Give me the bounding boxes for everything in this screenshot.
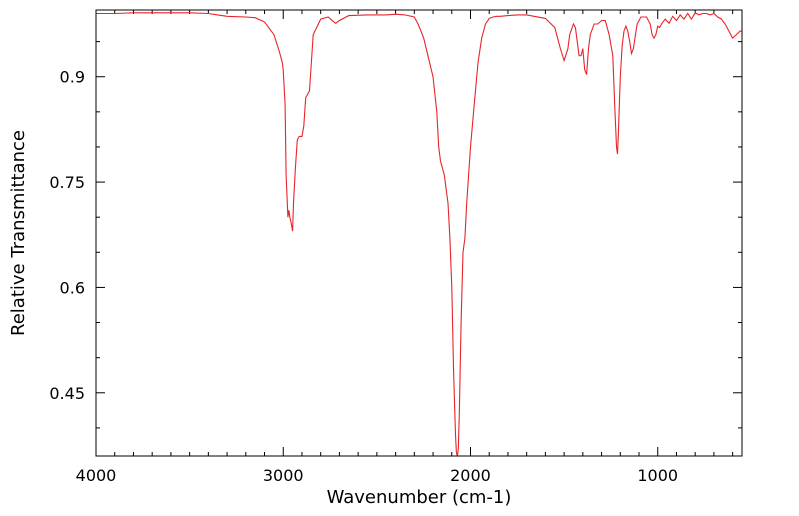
x-tick-labels: 4000 3000 2000 1000 [76, 466, 678, 485]
x-tick-label: 2000 [450, 466, 491, 485]
y-tick-label: 0.45 [49, 384, 85, 403]
spectrum-line [96, 12, 742, 457]
x-axis-label: Wavenumber (cm-1) [327, 487, 512, 508]
x-tick-label: 1000 [637, 466, 678, 485]
axis-ticks [95, 10, 742, 456]
plot-frame [95, 9, 743, 457]
y-tick-label: 0.75 [49, 173, 85, 192]
y-tick-labels: 0.9 0.75 0.6 0.45 [49, 68, 85, 403]
y-tick-label: 0.9 [60, 68, 85, 87]
x-tick-label: 3000 [263, 466, 304, 485]
y-axis-label: Relative Transmittance [8, 130, 29, 336]
y-tick-label: 0.6 [60, 278, 85, 297]
x-tick-label: 4000 [76, 466, 117, 485]
